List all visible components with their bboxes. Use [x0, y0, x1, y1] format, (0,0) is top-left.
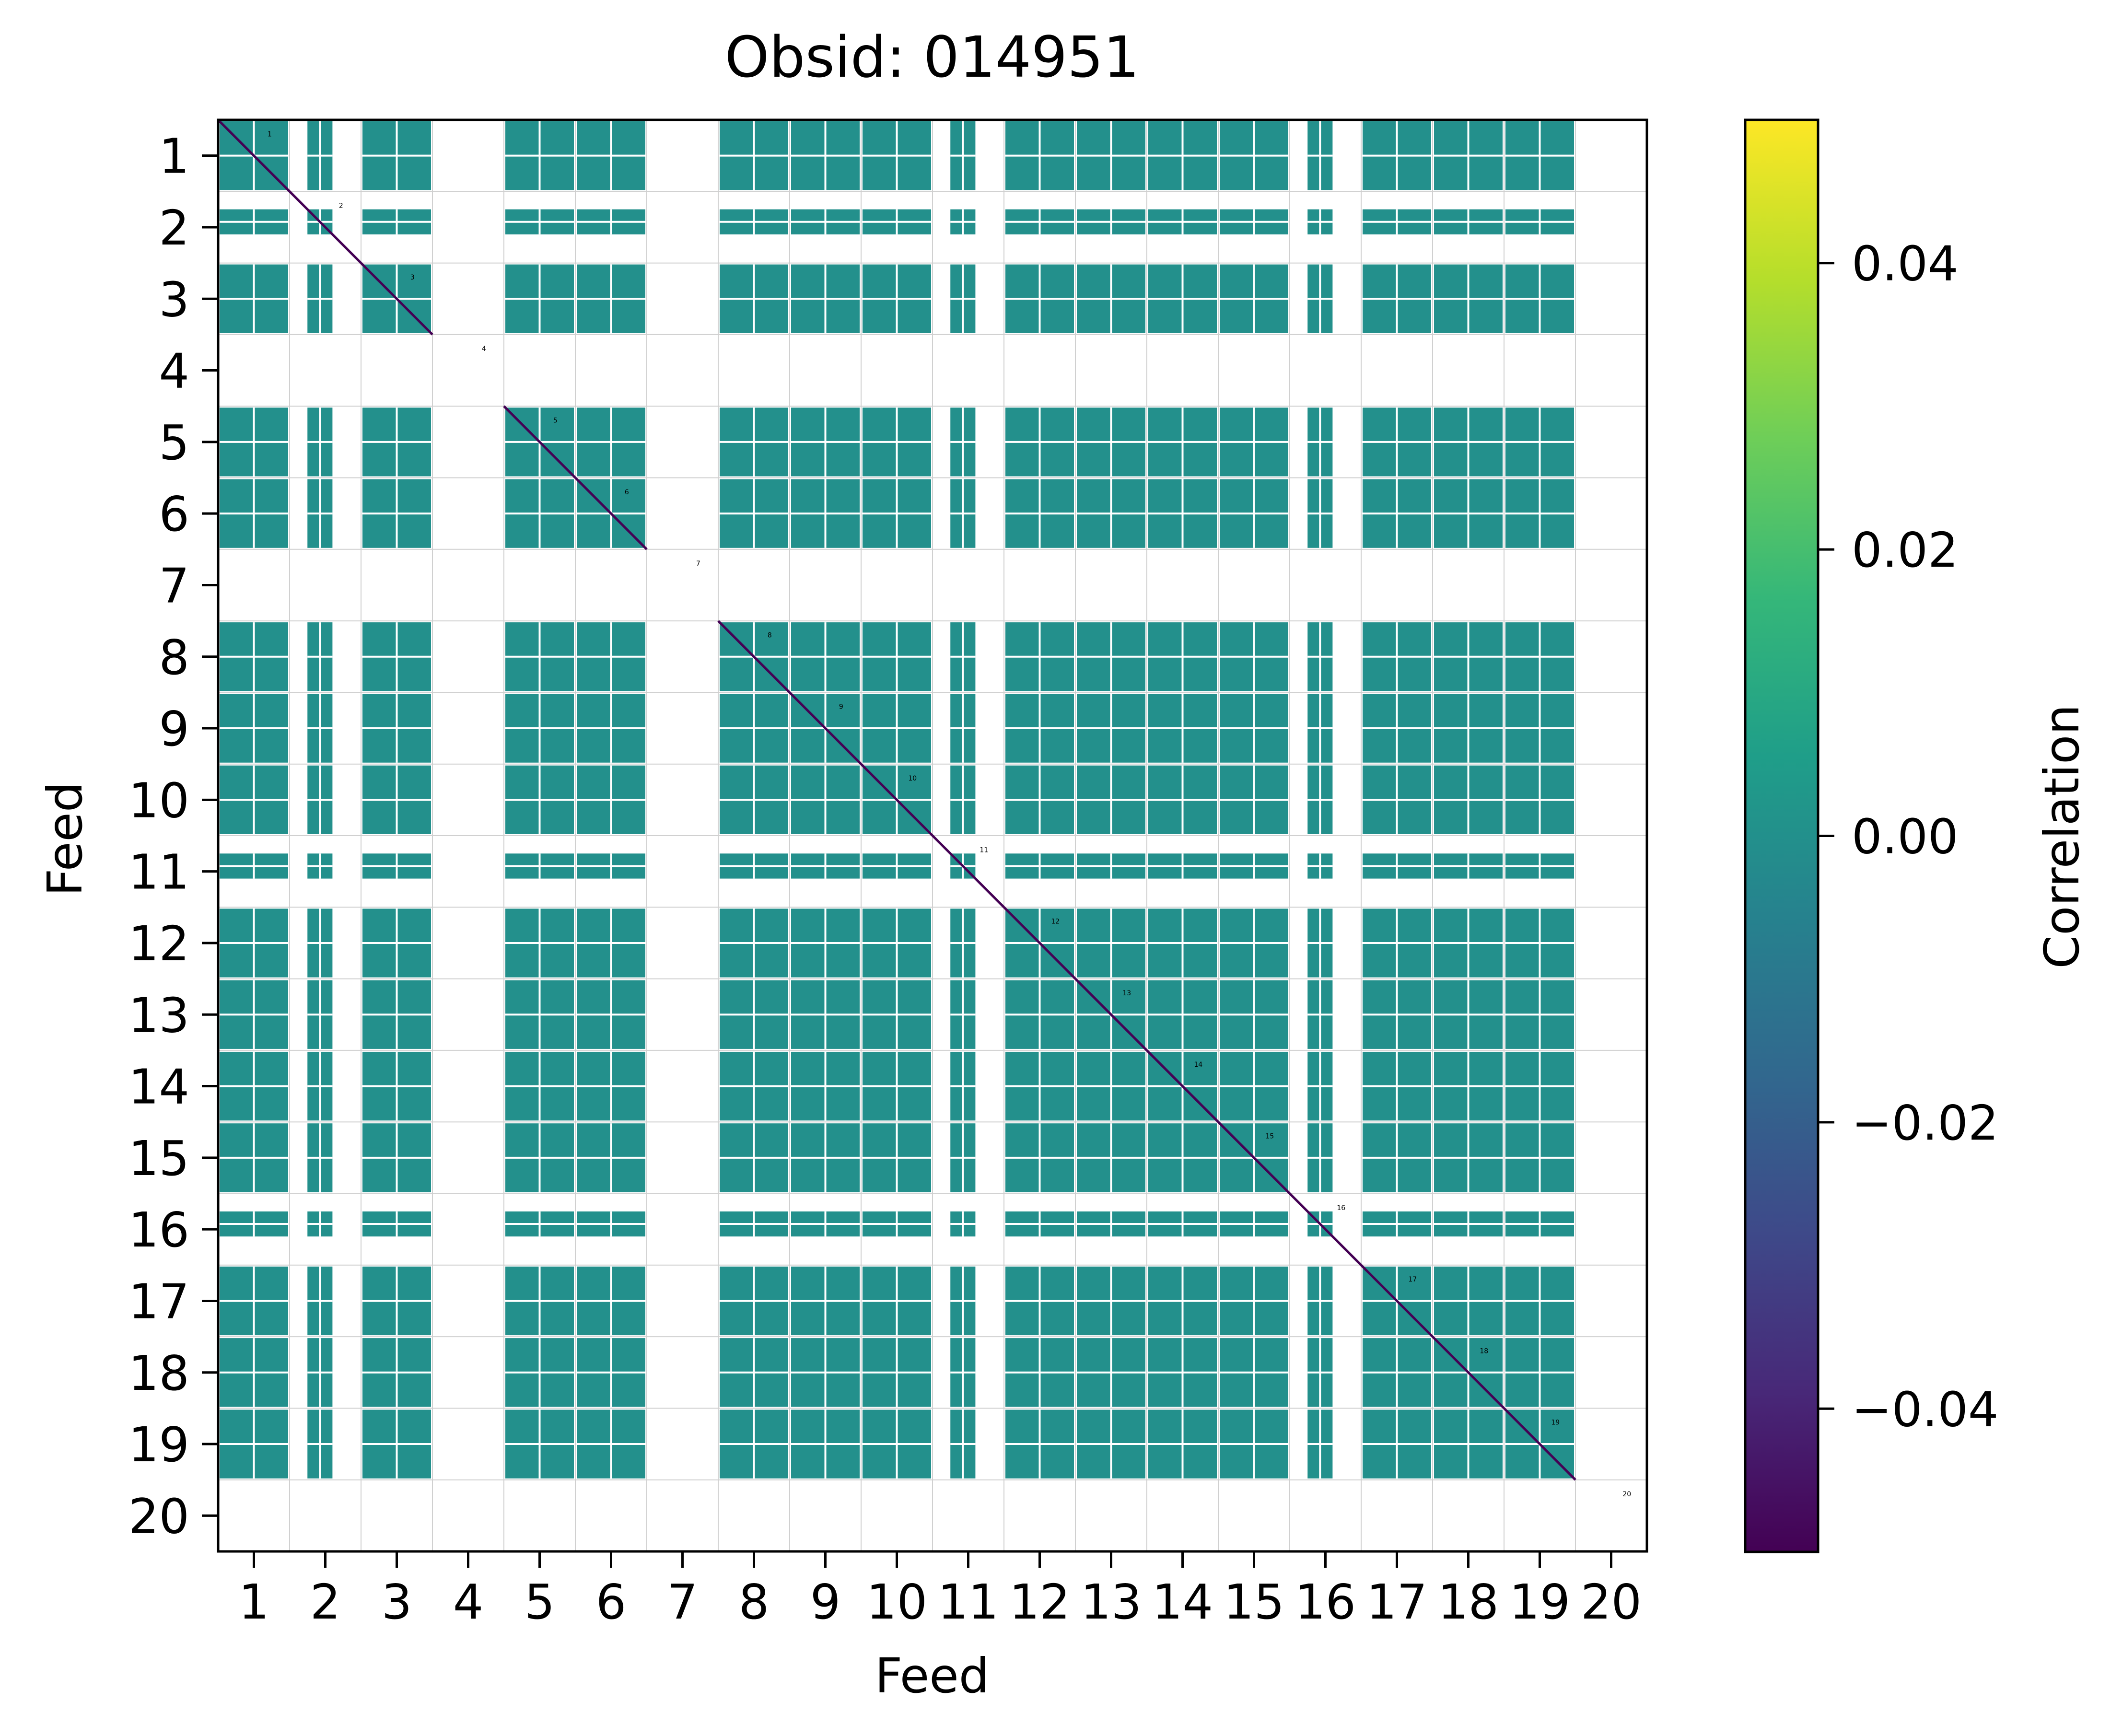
diagonal-segment	[1217, 1121, 1291, 1195]
diagonal-feed-label: 4	[482, 345, 486, 353]
diagonal-feed-label: 3	[410, 274, 415, 281]
diagonal-feed-label: 5	[553, 417, 558, 425]
y-tick-label: 2	[159, 200, 189, 256]
colorbar-tick-label: 0.02	[1852, 522, 1959, 578]
x-tick-label: 20	[1581, 1574, 1642, 1630]
x-tick-label: 16	[1295, 1574, 1356, 1630]
colorbar-ticks: −0.04 −0.02 0.00 0.02 0.04	[1818, 236, 1998, 1437]
y-tick-label: 1	[159, 128, 189, 185]
y-tick-label: 17	[128, 1273, 189, 1329]
diagonal-feed-label: 10	[908, 775, 917, 782]
diagonal-segment	[1503, 1407, 1576, 1481]
diagonal-segment	[860, 763, 933, 837]
x-tick-label: 19	[1509, 1574, 1570, 1630]
diagonal-feed-label: 13	[1122, 990, 1131, 997]
diagonal-segment	[1074, 978, 1148, 1051]
y-tick-label: 10	[128, 772, 189, 828]
diagonal-segment	[217, 119, 291, 193]
diagonal-segment	[1432, 1336, 1505, 1410]
diagonal-segment	[503, 405, 576, 479]
colorbar-tick-label: −0.02	[1852, 1095, 1998, 1151]
diagonal-segment	[932, 835, 1005, 909]
x-tick-label: 2	[310, 1574, 341, 1630]
diagonal-segment	[717, 620, 791, 694]
diagonal-segment	[289, 190, 362, 264]
diagonal-feed-label: 16	[1337, 1204, 1345, 1212]
x-tick-label: 5	[525, 1574, 555, 1630]
colorbar-tick-label: 0.04	[1852, 236, 1959, 292]
y-tick-label: 13	[128, 987, 189, 1043]
y-tick-label: 18	[128, 1345, 189, 1401]
heatmap-axes: 1 2 3 4 5 6 7 8 9 10 11 12 13 14 15 16 17 18 19 20123456789…	[128, 118, 1648, 1630]
x-tick-label: 3	[382, 1574, 412, 1630]
diagonal-feed-label: 20	[1622, 1491, 1631, 1498]
diagonal-feed-label: 19	[1551, 1419, 1560, 1427]
y-tick-label: 16	[128, 1202, 189, 1258]
diagonal-feed-label: 2	[339, 202, 343, 210]
y-tick-label: 3	[159, 271, 189, 327]
diagonal-feed-label: 11	[980, 846, 988, 854]
diagonal-segment	[574, 477, 648, 550]
diagonal-feed-label: 1	[268, 130, 272, 138]
y-tick-label: 14	[128, 1059, 189, 1115]
diagonal-segment	[1146, 1049, 1219, 1123]
diagonal-segment	[1360, 1264, 1434, 1338]
diagonal-feed-label: 9	[839, 703, 843, 711]
diagonal-feed-label: 6	[625, 489, 629, 496]
y-tick-label: 15	[128, 1130, 189, 1187]
diagonal-feed-label: 18	[1480, 1347, 1488, 1355]
y-tick-label: 4	[159, 343, 189, 399]
x-tick-label: 1	[239, 1574, 269, 1630]
x-tick-label: 13	[1081, 1574, 1142, 1630]
diagonal-feed-label: 8	[768, 631, 772, 639]
y-tick-label: 20	[128, 1488, 189, 1544]
diagonal-feed-label: 17	[1408, 1276, 1417, 1283]
x-tick-label: 9	[810, 1574, 841, 1630]
x-tick-label: 15	[1224, 1574, 1284, 1630]
y-tick-label: 12	[128, 916, 189, 972]
y-tick-label: 9	[159, 701, 189, 757]
y-tick-label: 5	[159, 415, 189, 471]
y-tick-label: 19	[128, 1417, 189, 1473]
x-axis-label: Feed	[875, 1648, 990, 1704]
y-tick-label: 11	[128, 844, 189, 900]
y-tick-label: 6	[159, 486, 189, 542]
diagonal-segment	[360, 262, 433, 336]
y-tick-label: 7	[159, 558, 189, 614]
diagonal-feed-label: 7	[696, 560, 700, 568]
x-tick-label: 4	[453, 1574, 484, 1630]
chart-title: Obsid: 014951	[725, 24, 1140, 90]
x-tick-label: 10	[866, 1574, 927, 1630]
x-tick-label: 8	[739, 1574, 770, 1630]
diagonal-feed-label: 15	[1265, 1133, 1274, 1141]
diagonal-segment	[789, 691, 862, 765]
y-axis-label: Feed	[37, 782, 93, 897]
colorbar	[1744, 118, 1819, 1553]
x-tick-label: 14	[1152, 1574, 1213, 1630]
colorbar-tick-label: −0.04	[1852, 1381, 1998, 1437]
x-tick-label: 7	[667, 1574, 698, 1630]
x-tick-label: 17	[1366, 1574, 1427, 1630]
x-tick-label: 18	[1438, 1574, 1499, 1630]
x-tick-label: 11	[938, 1574, 999, 1630]
colorbar-label: Correlation	[2034, 704, 2090, 968]
diagonal-segment	[1003, 906, 1076, 980]
diagonal-feed-label: 14	[1194, 1061, 1202, 1069]
diagonal-segment	[1289, 1192, 1362, 1266]
diagonal-feed-label: 12	[1051, 918, 1060, 926]
y-tick-label: 8	[159, 629, 189, 686]
x-tick-label: 12	[1009, 1574, 1070, 1630]
plot-frame	[217, 118, 1648, 1553]
x-tick-label: 6	[596, 1574, 627, 1630]
colorbar-tick-label: 0.00	[1852, 809, 1959, 865]
